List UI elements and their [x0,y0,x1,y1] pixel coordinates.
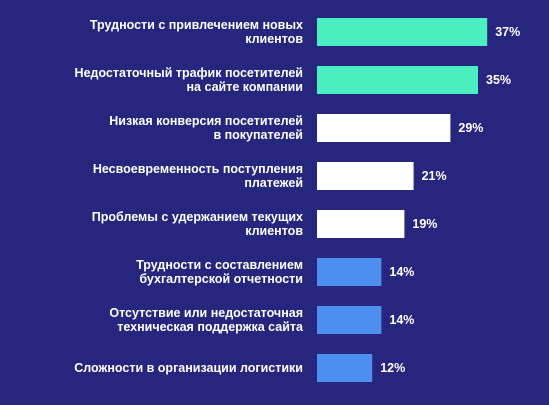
value-label-8: 12% [380,361,405,375]
bar-4 [317,162,414,190]
category-label-line: Сложности в организации логистики [74,361,303,375]
bar-6 [317,258,382,286]
value-label-6: 14% [389,265,414,279]
value-label-7: 14% [389,313,414,327]
category-label-line: Несвоевременность поступления [93,162,303,176]
bar-5 [317,210,405,238]
value-label-2: 35% [486,73,511,87]
category-label-2: Недостаточный трафик посетителей на сайте… [75,66,303,94]
category-label-3: Низкая конверсия посетителей в покупателе… [109,114,303,142]
value-label-4: 21% [422,169,447,183]
bar-7 [317,306,382,334]
category-label-line: клиентов [245,224,303,238]
category-label-4: Несвоевременность поступления платежей [93,162,303,190]
category-label-7: Отсутствие или недостаточная техническая … [109,306,304,334]
category-label-5: Проблемы с удержанием текущих клиентов [92,210,304,238]
category-label-line: бухгалтерской отчетности [139,272,303,286]
category-label-line: Отсутствие или недостаточная [109,306,303,320]
category-labels-layer: Трудности с привлечением новых клиентовНе… [74,18,304,375]
category-label-line: техническая поддержка сайта [117,320,304,334]
category-label-line: Недостаточный трафик посетителей [75,66,303,80]
category-label-line: клиентов [245,32,303,46]
category-label-line: платежей [244,176,303,190]
category-label-6: Трудности с составлением бухгалтерской от… [136,258,303,286]
bar-8 [317,354,373,382]
category-label-1: Трудности с привлечением новых клиентов [90,18,303,46]
bar-3 [317,114,451,142]
category-label-line: в покупателей [213,128,303,142]
category-label-line: Трудности с привлечением новых [90,18,303,32]
value-label-1: 37% [495,25,520,39]
value-labels-layer: 37% 35% 29% 21% 19% 14% 14% 12% [380,25,520,375]
category-label-line: на сайте компании [187,80,304,94]
bar-2 [317,66,478,94]
category-label-line: Низкая конверсия посетителей [109,114,303,128]
value-label-5: 19% [412,217,437,231]
category-label-line: Проблемы с удержанием текущих [92,210,303,224]
bar-1 [317,18,488,46]
bars-layer [317,18,488,382]
value-label-3: 29% [458,121,483,135]
category-label-8: Сложности в организации логистики [74,361,303,375]
category-label-line: Трудности с составлением [136,258,303,272]
